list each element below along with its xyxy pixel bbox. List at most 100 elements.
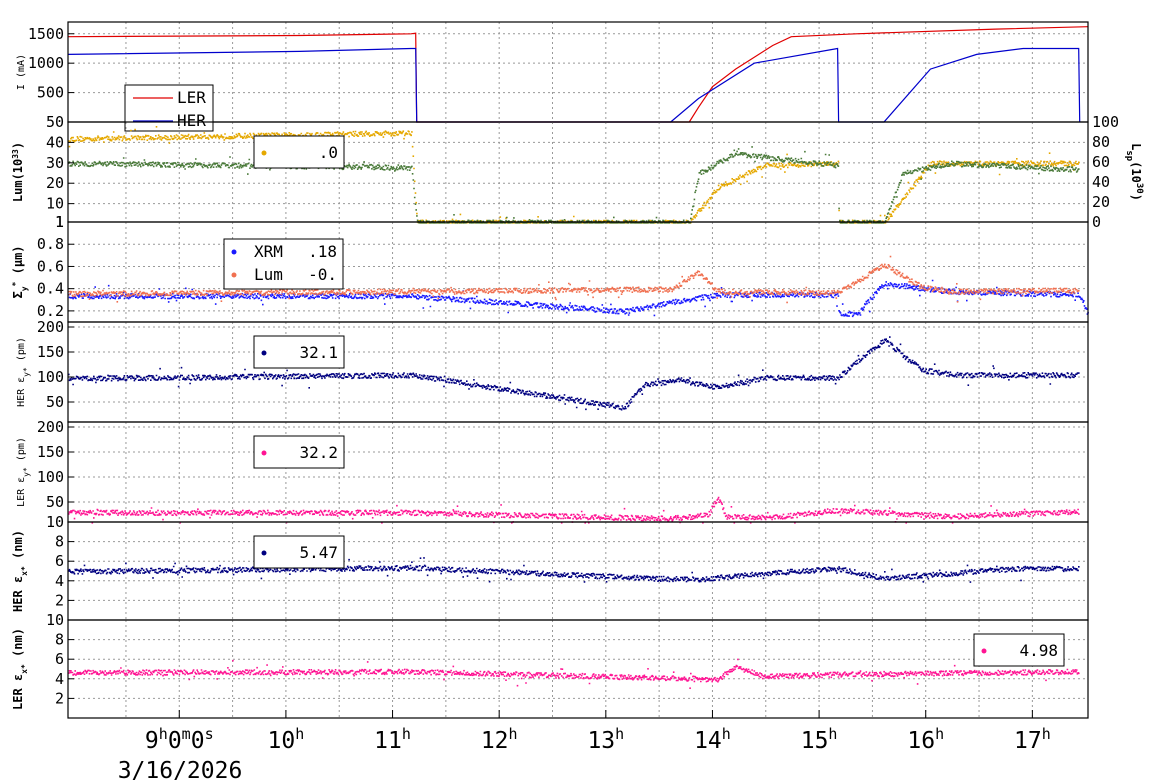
- x-tick-label: 16h: [907, 725, 944, 754]
- legend-value: -0.: [308, 265, 337, 284]
- legend-label-her: HER: [177, 111, 206, 130]
- y2-tick-label: 60: [1092, 153, 1110, 171]
- y-tick-label: 500: [37, 84, 64, 102]
- legend: 32.2: [253, 435, 345, 469]
- legend-value: 4.98: [1019, 641, 1058, 660]
- legend: XRM .18 Lum -0.: [223, 238, 344, 290]
- y-tick-label: 0.2: [37, 302, 64, 320]
- legend-label: XRM: [254, 242, 283, 261]
- y2-label-sup: 30: [1134, 183, 1144, 194]
- x-tick-hour: 11: [374, 728, 402, 754]
- legend-value: 5.47: [299, 543, 338, 562]
- y-label-end: (nm): [11, 530, 25, 566]
- legend-value: .0: [319, 143, 338, 162]
- y-label-end: (pm): [16, 337, 27, 367]
- x-tick-h: h: [509, 725, 518, 743]
- x-tick-label: 13h: [587, 725, 624, 754]
- legend-marker: [261, 150, 267, 156]
- legend-marker: [261, 350, 267, 356]
- y-label-end: (pm): [16, 437, 27, 467]
- x-tick-h: h: [828, 725, 837, 743]
- legend: LER HER: [124, 84, 214, 132]
- legend: 4.98: [973, 633, 1065, 667]
- y-label-end: ): [11, 142, 25, 149]
- x-tick-s: s: [205, 725, 214, 743]
- y-label-end: (μm): [11, 245, 25, 281]
- y-label-main: LER ε: [16, 477, 27, 507]
- y2-axis-label: Lsp(1030): [1124, 143, 1144, 201]
- legend: 32.1: [253, 335, 345, 369]
- x-tick-label: 12h: [481, 725, 518, 754]
- y-tick-label: 0.6: [37, 257, 64, 275]
- x-tick-label: 14h: [694, 725, 731, 754]
- legend-value: 32.2: [299, 443, 338, 462]
- x-tick-h: h: [402, 725, 411, 743]
- x-tick-label: 17h: [1014, 725, 1051, 754]
- legend-box: [253, 135, 345, 169]
- x-tick-label: 9h0m0s: [145, 725, 214, 754]
- panel-frame: [67, 619, 1089, 719]
- y-tick-label: 4: [55, 572, 64, 590]
- x-tick-label: 10h: [268, 725, 305, 754]
- y2-label-main: L: [1129, 143, 1143, 150]
- y-axis-label: Lum(1033): [11, 142, 26, 202]
- legend-marker: [231, 272, 237, 278]
- y-tick-label: 100: [37, 368, 64, 386]
- x-tick-hour: 10: [268, 728, 296, 754]
- y-axis-label: Σy* (μm): [11, 245, 29, 298]
- legend-box: [253, 535, 345, 569]
- legend-box: [973, 633, 1065, 667]
- x-tick-h: h: [935, 725, 944, 743]
- panel-frame: [67, 221, 1089, 323]
- y2-label-end: ): [1129, 194, 1143, 201]
- y-tick-label: 10: [46, 195, 64, 213]
- x-tick-h: h: [722, 725, 731, 743]
- y2-label-mid: (10: [1129, 161, 1143, 183]
- legend: .0: [253, 135, 345, 169]
- y-tick-label: 50: [46, 393, 64, 411]
- y-tick-label: 8: [55, 631, 64, 649]
- y-label-sub: y*: [22, 367, 31, 377]
- series-points-trace-1: [68, 658, 1080, 689]
- y2-tick-label: 80: [1092, 133, 1110, 151]
- y2-tick-label: 40: [1092, 173, 1110, 191]
- y-label-sup: 33: [11, 149, 20, 159]
- y-label-end: (nm): [11, 628, 25, 664]
- y2-label-sub: sp: [1124, 150, 1134, 161]
- x-tick-second: 0: [191, 728, 205, 754]
- panel-6: 24 68 HER εx* (nm) 5.47: [11, 521, 1089, 621]
- y-tick-label: 30: [46, 154, 64, 172]
- y-tick-label: 6: [55, 552, 64, 570]
- y2-tick-label: 0: [1092, 213, 1101, 231]
- x-tick-hour: 13: [587, 728, 615, 754]
- y-label-sub: y: [20, 286, 29, 291]
- y2-tick-label: 100: [1092, 113, 1119, 131]
- legend-box: [223, 238, 344, 290]
- series-points-xrm: [68, 279, 1089, 318]
- series-points-trace-1: [68, 126, 1080, 224]
- panel-frame: [67, 21, 1089, 123]
- y-tick-label: 10: [46, 611, 64, 629]
- series-line-ler: [67, 26, 1089, 123]
- y-label-main: Lum(10: [11, 159, 25, 202]
- y-label-sup: *: [11, 281, 20, 286]
- y-tick-label: 100: [37, 468, 64, 486]
- legend-marker: [261, 450, 267, 456]
- y-tick-label: 2: [55, 591, 64, 609]
- legend-box: [253, 435, 345, 469]
- x-tick-hour: 12: [481, 728, 509, 754]
- y-tick-label: 0.8: [37, 235, 64, 253]
- x-tick-minute: 0: [168, 728, 182, 754]
- series-points-trace-1: [68, 557, 1080, 583]
- x-tick-h: h: [615, 725, 624, 743]
- legend-marker: [981, 648, 987, 654]
- x-tick-h: h: [159, 725, 168, 743]
- y-tick-label: 8: [55, 533, 64, 551]
- x-tick-hour: 9: [145, 728, 159, 754]
- legend-value: .18: [308, 242, 337, 261]
- y-tick-label: 200: [37, 318, 64, 336]
- x-tick-h: h: [295, 725, 304, 743]
